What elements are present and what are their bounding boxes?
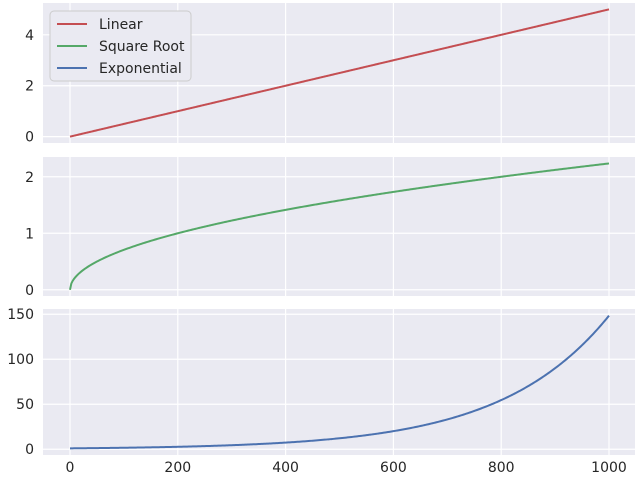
- legend: Linear Square Root Exponential: [49, 10, 192, 82]
- legend-entry: Exponential: [99, 61, 182, 77]
- plot-area: [43, 309, 635, 455]
- y-tick-label: 2: [25, 79, 34, 95]
- x-tick-label: 0: [66, 460, 75, 476]
- y-tick-label: 0: [25, 283, 34, 299]
- subplot-exponential: 0 50 100 150: [7, 307, 635, 458]
- subplot-square-root: 0 1 2: [25, 157, 635, 299]
- subplot-linear: 0 2 4: [25, 3, 635, 146]
- y-tick-label: 150: [7, 307, 34, 323]
- y-tick-label: 0: [25, 130, 34, 146]
- y-tick-label: 4: [25, 28, 34, 44]
- legend-entry: Linear: [99, 17, 143, 33]
- x-tick-label: 400: [272, 460, 299, 476]
- y-tick-label: 1: [25, 226, 34, 242]
- y-tick-label: 2: [25, 170, 34, 186]
- y-tick-label: 50: [16, 397, 34, 413]
- legend-entry: Square Root: [99, 39, 185, 55]
- x-tick-label: 600: [380, 460, 407, 476]
- series-line-linear: [69, 8, 610, 138]
- y-tick-label: 100: [7, 352, 34, 368]
- x-tick-label: 800: [488, 460, 515, 476]
- x-tick-label: 200: [164, 460, 191, 476]
- y-tick-label: 0: [25, 442, 34, 458]
- x-tick-label: 1000: [591, 460, 627, 476]
- series-line-exponential: [69, 315, 610, 450]
- legend-frame: [49, 10, 192, 82]
- plot-area: [43, 157, 635, 296]
- series-line-square-root: [69, 162, 610, 290]
